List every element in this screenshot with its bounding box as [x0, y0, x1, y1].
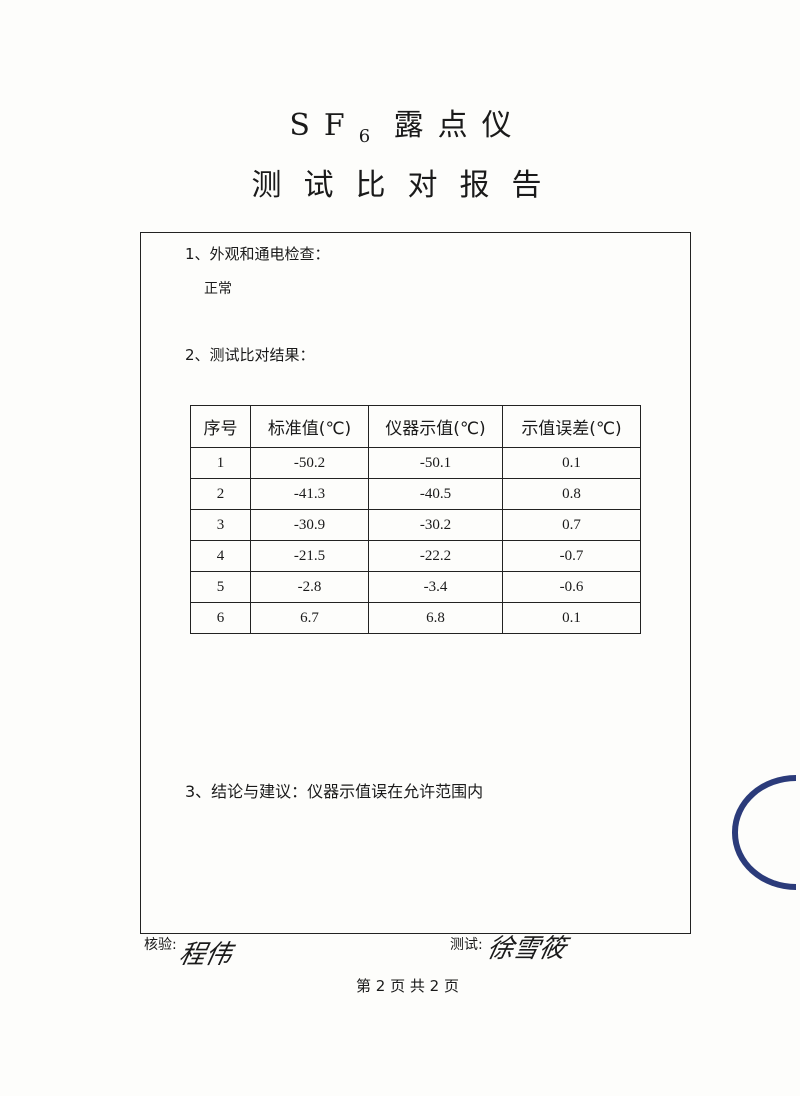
page-footer: 第 2 页 共 2 页 — [356, 977, 459, 995]
section-3-conclusion: 3、结论与建议：仪器示值误在允许范围内 — [185, 782, 484, 801]
comparison-table: 序号 标准值(℃) 仪器示值(℃) 示值误差(℃) 1 -50.2 -50.1 0.1… — [190, 405, 641, 634]
table-cell: -41.3 — [250, 478, 369, 510]
table-cell: 2 — [190, 478, 251, 510]
table-row: 5 -2.8 -3.4 -0.6 — [190, 571, 641, 603]
table-cell: 4 — [190, 540, 251, 572]
table-cell: 0.1 — [502, 602, 641, 634]
table-cell: 3 — [190, 509, 251, 541]
table-cell: -50.2 — [250, 447, 369, 479]
table-cell: 1 — [190, 447, 251, 479]
table-row: 1 -50.2 -50.1 0.1 — [190, 447, 641, 479]
test-label: 测试: — [450, 937, 483, 953]
section-1-value: 正常 — [204, 281, 232, 297]
section-1-label: 1、外观和通电检查： — [185, 245, 330, 263]
table-cell: 0.8 — [502, 478, 641, 510]
table-cell: -3.4 — [368, 571, 503, 603]
header-standard: 标准值(℃) — [250, 405, 369, 448]
table-row: 6 6.7 6.8 0.1 — [190, 602, 641, 634]
table-cell: 6.8 — [368, 602, 503, 634]
table-cell: 0.7 — [502, 509, 641, 541]
report-frame — [140, 232, 691, 934]
check-label: 核验: — [144, 937, 177, 953]
report-title-line1: SF6 露点仪 — [289, 108, 526, 147]
report-title-line2: 测试比对报告 — [251, 168, 564, 203]
header-index: 序号 — [190, 405, 251, 448]
table-cell: -22.2 — [368, 540, 503, 572]
table-cell: -0.6 — [502, 571, 641, 603]
section-2-label: 2、测试比对结果： — [185, 346, 315, 364]
header-error: 示值误差(℃) — [502, 405, 641, 448]
table-cell: 5 — [190, 571, 251, 603]
table-cell: 6 — [190, 602, 251, 634]
table-cell: 0.1 — [502, 447, 641, 479]
table-cell: -50.1 — [368, 447, 503, 479]
header-reading: 仪器示值(℃) — [368, 405, 503, 448]
check-signature: 程伟 — [176, 940, 235, 970]
table-cell: 6.7 — [250, 602, 369, 634]
table-row: 4 -21.5 -22.2 -0.7 — [190, 540, 641, 572]
official-stamp — [732, 775, 796, 890]
table-cell: -40.5 — [368, 478, 503, 510]
table-cell: -0.7 — [502, 540, 641, 572]
table-cell: -2.8 — [250, 571, 369, 603]
table-row: 3 -30.9 -30.2 0.7 — [190, 509, 641, 541]
table-cell: -30.9 — [250, 509, 369, 541]
test-signature: 徐雪筱 — [484, 934, 569, 964]
table-row: 2 -41.3 -40.5 0.8 — [190, 478, 641, 510]
table-cell: -30.2 — [368, 509, 503, 541]
table-cell: -21.5 — [250, 540, 369, 572]
